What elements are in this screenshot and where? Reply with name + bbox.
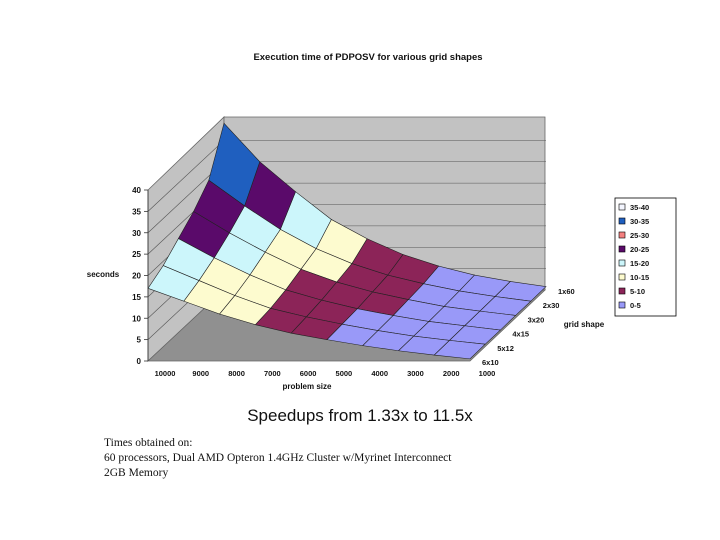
legend-swatch (618, 217, 626, 225)
x-tick-label: 5000 (336, 369, 353, 378)
y-tick-label: 20 (132, 272, 141, 281)
legend-label: 35-40 (630, 203, 649, 212)
chart-title: Execution time of PDPOSV for various gri… (253, 52, 482, 63)
depth-axis-ticks: 6x10 5x12 4x15 3x20 2x30 1x60 (482, 287, 575, 367)
legend-swatch (618, 287, 626, 295)
x-tick-label: 3000 (407, 369, 424, 378)
x-tick-label: 8000 (228, 369, 245, 378)
y-tick-label: 40 (132, 186, 141, 195)
y-axis-ticks: 0 5 10 15 20 25 30 35 40 (132, 186, 149, 366)
legend-swatch (618, 231, 626, 239)
y-tick-label: 5 (137, 336, 142, 345)
notes-line: 2GB Memory (104, 467, 169, 479)
legend-swatch (618, 259, 626, 267)
x-tick-label: 2000 (443, 369, 460, 378)
legend-label: 25-30 (630, 231, 649, 240)
legend-label: 10-15 (630, 273, 649, 282)
legend-frame (614, 197, 677, 317)
surface-cell (147, 265, 200, 302)
x-tick-label: 7000 (264, 369, 281, 378)
y-tick-label: 35 (132, 207, 141, 216)
depth-tick-label: 1x60 (558, 287, 575, 296)
notes-line: Times obtained on: (104, 437, 193, 449)
legend-label: 30-35 (630, 217, 649, 226)
legend: 35-40 30-35 25-30 20-25 15-20 10-15 5-10 0-5 (614, 197, 677, 317)
x-tick-label: 10000 (155, 369, 176, 378)
legend-swatch (618, 273, 626, 281)
legend-label: 15-20 (630, 259, 649, 268)
x-tick-label: 6000 (300, 369, 317, 378)
x-axis-ticks: 10000 9000 8000 7000 6000 5000 4000 3000 2000 100… (155, 369, 496, 378)
depth-tick-label: 5x12 (497, 344, 514, 353)
depth-tick-label: 3x20 (528, 315, 545, 324)
legend-swatch (618, 245, 626, 253)
y-tick-label: 10 (132, 314, 141, 323)
legend-swatch (618, 301, 626, 309)
y-axis-label: seconds (87, 270, 120, 279)
surface-plot (147, 122, 547, 360)
speedup-caption: Speedups from 1.33x to 11.5x (247, 406, 473, 425)
y-tick-label: 25 (132, 250, 141, 259)
x-tick-label: 9000 (192, 369, 209, 378)
x-tick-label: 4000 (371, 369, 388, 378)
depth-tick-label: 4x15 (512, 330, 529, 339)
y-tick-label: 30 (132, 229, 141, 238)
notes-line: 60 processors, Dual AMD Opteron 1.4GHz C… (104, 452, 452, 464)
y-tick-label: 15 (132, 293, 141, 302)
legend-swatch (618, 203, 626, 211)
legend-label: 0-5 (630, 301, 641, 310)
surface-chart: 0 5 10 15 20 25 30 35 40 10000 9000 8000 7000 6000 50… (87, 52, 677, 391)
y-tick-label: 0 (137, 357, 142, 366)
legend-label: 20-25 (630, 245, 649, 254)
depth-axis-label: grid shape (564, 320, 605, 329)
hardware-notes: Times obtained on: 60 processors, Dual A… (104, 436, 451, 481)
depth-tick-label: 2x30 (543, 301, 560, 310)
x-tick-label: 1000 (479, 369, 496, 378)
legend-label: 5-10 (630, 287, 645, 296)
depth-tick-label: 6x10 (482, 358, 499, 367)
x-axis-label: problem size (283, 382, 332, 391)
